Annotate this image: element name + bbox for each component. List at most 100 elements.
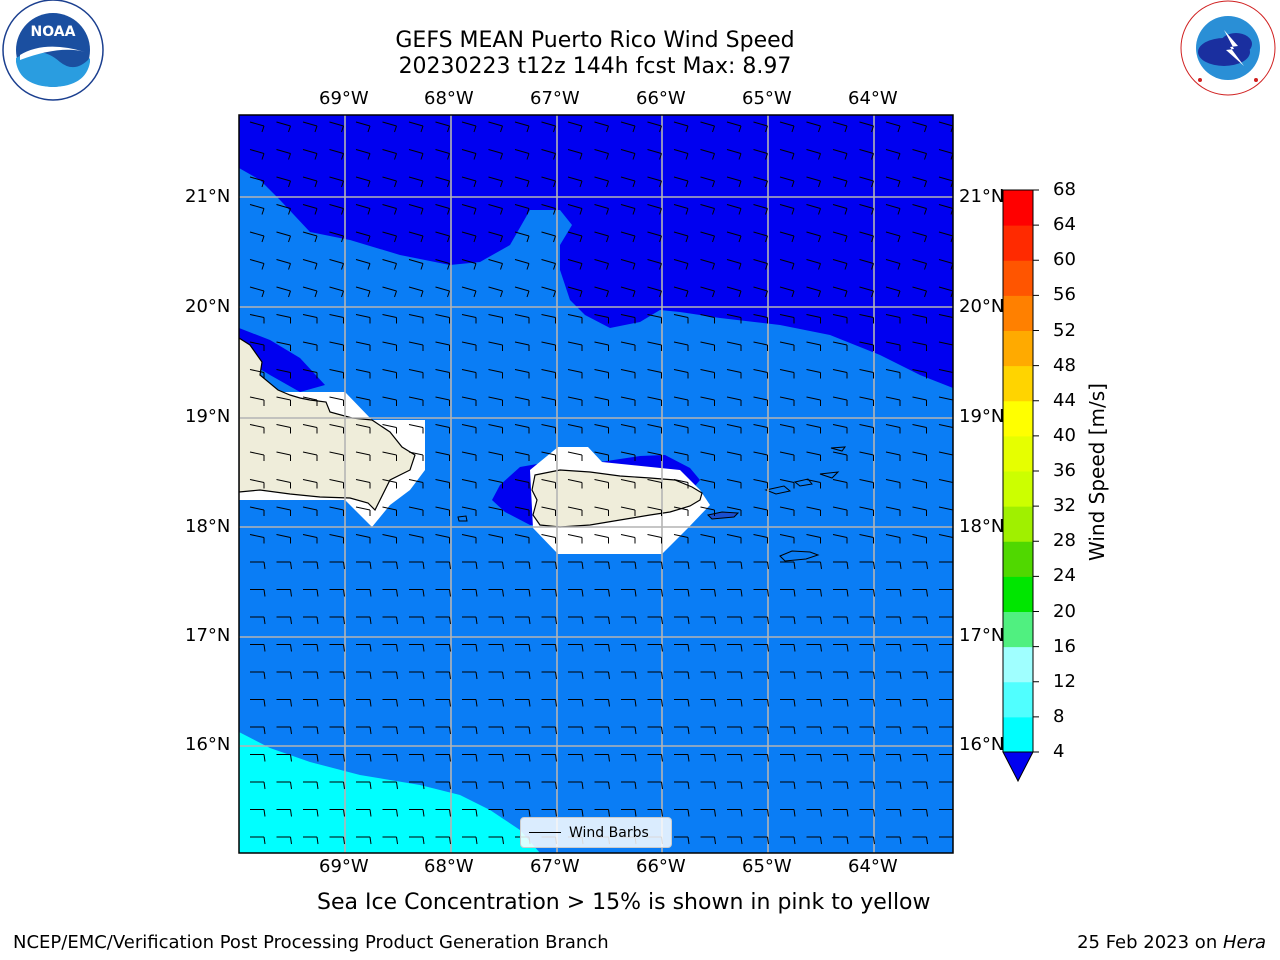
wind-barb: [833, 616, 849, 625]
wind-barb: [594, 809, 610, 817]
wind-barb: [859, 204, 874, 215]
colorbar-segment: [1003, 400, 1033, 437]
wind-barb: [594, 204, 609, 215]
wind-barb: [568, 616, 584, 625]
wind-barbs: [249, 121, 953, 845]
wind-barb: [276, 726, 292, 735]
sea-ice-note: Sea Ice Concentration > 15% is shown in …: [317, 890, 931, 915]
wind-barb: [329, 341, 344, 351]
wind-barb: [514, 231, 530, 243]
wind-barb: [541, 396, 556, 406]
wind-barb: [647, 561, 663, 570]
wind-barb: [408, 369, 424, 379]
wind-barb: [594, 369, 609, 379]
wind-barb: [302, 204, 318, 215]
wind-barb: [488, 589, 504, 597]
noaa-logo-text: NOAA: [31, 24, 76, 40]
map-legend: Wind Barbs: [520, 817, 672, 848]
colorbar-tick-label: 12: [1053, 670, 1076, 692]
wind-barb: [806, 589, 822, 597]
wind-barb: [912, 369, 927, 379]
wind-barb: [355, 451, 371, 461]
wind-barb: [355, 534, 371, 544]
wind-barb: [780, 644, 796, 652]
legend-label: Wind Barbs: [569, 824, 649, 841]
wind-barb: [673, 314, 689, 324]
wind-barb: [885, 314, 901, 324]
wind-barb: [674, 836, 690, 845]
wind-barb: [303, 699, 319, 707]
wind-barb: [488, 836, 504, 845]
wind-barb: [409, 616, 425, 625]
wind-barb: [303, 726, 319, 735]
wind-barb: [249, 479, 265, 489]
wind-barb: [912, 809, 928, 817]
wind-barb: [594, 699, 610, 707]
wind-barb: [727, 644, 743, 652]
wind-barb: [620, 341, 636, 351]
wind-barb: [939, 699, 953, 704]
wind-barb: [382, 396, 397, 406]
wind-barb: [409, 726, 425, 735]
wind-barb: [382, 121, 397, 133]
wind-barb: [594, 671, 610, 680]
wind-barb: [435, 424, 450, 434]
wind-barb: [753, 176, 768, 188]
wind-barb: [568, 644, 584, 652]
wind-barb: [461, 341, 477, 351]
wind-barb: [832, 424, 848, 434]
wind-barb: [250, 754, 266, 762]
colorbar-segment: [1003, 295, 1033, 331]
wind-barb: [276, 451, 291, 461]
wind-barb: [938, 341, 953, 351]
wind-barb: [594, 286, 609, 298]
wind-barb: [329, 259, 344, 270]
wind-barb: [249, 424, 265, 434]
wind-barb: [541, 506, 556, 516]
wind-barb: [541, 726, 557, 735]
wind-barb: [859, 286, 874, 298]
wind-barb: [461, 259, 477, 270]
wind-barb: [806, 754, 822, 762]
footer-date: 25 Feb 2023 on Hera: [1077, 932, 1266, 953]
wind-barb: [700, 424, 715, 434]
wind-barb: [753, 121, 768, 133]
wind-barb: [435, 204, 450, 215]
wind-barb: [859, 479, 874, 489]
wind-barb: [249, 231, 265, 243]
wind-barb: [303, 671, 319, 680]
wind-barb: [329, 781, 345, 790]
wind-barb: [409, 561, 425, 570]
wind-barb: [673, 286, 689, 298]
wind-barb: [276, 506, 291, 516]
wind-barb: [382, 534, 397, 544]
wind-barb: [488, 781, 504, 790]
wind-barb: [833, 644, 849, 652]
wind-barb: [832, 506, 848, 516]
wind-barb: [276, 121, 291, 133]
wind-barb: [303, 616, 319, 625]
wind-barb: [806, 149, 821, 160]
wind-barb: [329, 506, 344, 516]
wind-barb: [276, 561, 292, 570]
island-bvi: [764, 446, 847, 495]
wind-barb: [620, 314, 636, 324]
wind-barb: [859, 616, 875, 625]
colorbar-axis-label: Wind Speed [m/s]: [1085, 383, 1109, 561]
wind-barb: [753, 781, 769, 790]
wind-barb: [779, 204, 795, 215]
wind-barb: [727, 754, 743, 762]
wind-barb: [303, 589, 319, 597]
wind-barb: [753, 671, 769, 680]
lat-tick-left: 16°N: [185, 734, 231, 755]
colorbar-segment: [1003, 365, 1033, 402]
wind-barb: [620, 121, 636, 133]
wind-barb: [726, 259, 742, 270]
wind-barb: [886, 671, 902, 680]
wind-barb: [541, 176, 556, 188]
wind-barb: [647, 341, 662, 351]
wind-barb: [382, 671, 398, 680]
wind-barb: [250, 616, 266, 625]
colorbar-tick-label: 16: [1053, 635, 1076, 657]
colorbar-segment: [1003, 681, 1033, 718]
